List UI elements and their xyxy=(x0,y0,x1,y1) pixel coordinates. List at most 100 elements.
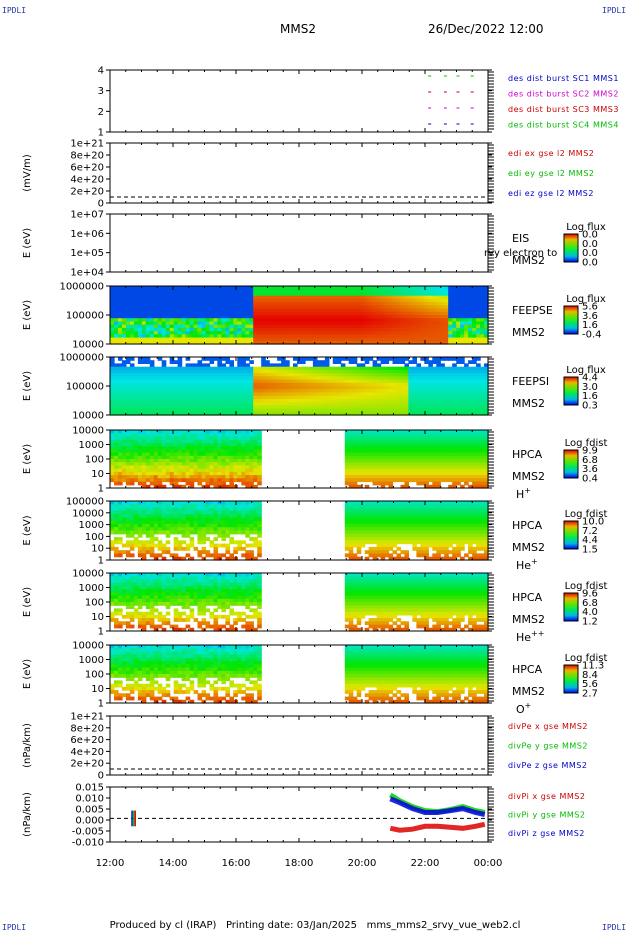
heatmap-cell xyxy=(420,302,425,306)
y-tick-label-burst: 4 xyxy=(98,66,104,77)
heatmap-cell xyxy=(440,340,445,345)
heatmap-cell xyxy=(404,376,409,381)
heatmap-cell xyxy=(396,468,402,473)
heatmap-cell xyxy=(229,465,234,470)
heatmap-cell xyxy=(133,337,139,342)
heatmap-cell xyxy=(193,452,199,457)
heatmap-cell xyxy=(400,324,406,329)
heatmap-cell xyxy=(165,308,171,313)
heatmap-cell xyxy=(380,468,386,473)
heatmap-cell xyxy=(165,289,171,293)
heatmap-cell xyxy=(348,369,354,374)
heatmap-cell xyxy=(356,292,362,297)
heatmap-cell xyxy=(129,402,135,406)
heatmap-cell xyxy=(412,298,417,303)
heatmap-cell xyxy=(129,318,135,322)
heatmap-cell xyxy=(372,395,378,400)
heatmap-cell xyxy=(121,334,127,339)
heatmap-cell xyxy=(308,357,314,361)
heatmap-cell xyxy=(133,311,139,316)
heatmap-cell xyxy=(281,389,286,393)
heatmap-cell xyxy=(408,408,413,413)
heatmap-cell xyxy=(468,475,473,479)
colorbar-tick-label-eis: 0.0 xyxy=(582,230,598,241)
heatmap-cell xyxy=(217,366,222,371)
heatmap-cell xyxy=(384,392,390,397)
heatmap-cell xyxy=(392,462,398,466)
heatmap-cell xyxy=(177,433,183,437)
heatmap-cell xyxy=(340,376,346,381)
heatmap-cell xyxy=(185,295,191,300)
heatmap-cell xyxy=(121,318,127,322)
heatmap-cell xyxy=(320,305,326,310)
heatmap-cell xyxy=(448,324,453,329)
heatmap-cell xyxy=(344,298,350,303)
heatmap-cell xyxy=(312,389,318,393)
heatmap-cell xyxy=(404,465,409,470)
heatmap-cell xyxy=(185,478,191,483)
heatmap-cell xyxy=(153,462,159,466)
heatmap-cell xyxy=(301,392,306,397)
heatmap-cell xyxy=(213,433,219,437)
heatmap-cell xyxy=(464,292,469,297)
heatmap-cell xyxy=(253,389,258,393)
heatmap-cell xyxy=(424,436,429,441)
heatmap-cell xyxy=(145,471,151,476)
heatmap-cell xyxy=(420,331,425,335)
heatmap-cell xyxy=(452,484,457,489)
heatmap-cell xyxy=(229,446,234,450)
heatmap-cell xyxy=(340,334,346,339)
heatmap-cell xyxy=(416,382,421,387)
heatmap-cell xyxy=(348,334,354,339)
heatmap-cell xyxy=(480,369,485,374)
heatmap-cell xyxy=(225,311,230,316)
heatmap-cell xyxy=(356,462,362,466)
heatmap-cell xyxy=(480,379,485,384)
heatmap-cell xyxy=(344,395,350,400)
heatmap-cell xyxy=(372,475,378,479)
heatmap-cell xyxy=(484,292,489,297)
heatmap-cell xyxy=(217,449,222,454)
heatmap-cell xyxy=(404,295,409,300)
heatmap-cell xyxy=(189,436,195,441)
heatmap-cell xyxy=(380,436,386,441)
heatmap-cell xyxy=(436,315,441,319)
heatmap-cell xyxy=(308,321,314,326)
heatmap-cell xyxy=(161,430,167,434)
heatmap-cell xyxy=(400,379,406,384)
heatmap-cell xyxy=(452,340,457,345)
colorbar-tick-label-eis: 0.0 xyxy=(582,248,598,259)
heatmap-cell xyxy=(352,395,358,400)
heatmap-cell xyxy=(400,315,406,319)
heatmap-cell xyxy=(297,311,302,316)
heatmap-cell xyxy=(372,340,378,345)
heatmap-cell xyxy=(293,315,298,319)
instrument-label-feepse: FEEPSE xyxy=(512,304,553,317)
heatmap-cell xyxy=(428,295,433,300)
heatmap-cell xyxy=(392,449,398,454)
heatmap-cell xyxy=(265,379,270,384)
heatmap-cell xyxy=(213,305,219,310)
heatmap-cell xyxy=(380,402,386,406)
heatmap-cell xyxy=(161,311,167,316)
heatmap-cell xyxy=(364,484,370,489)
heatmap-cell xyxy=(165,302,171,306)
heatmap-cell xyxy=(368,324,374,329)
heatmap-cell xyxy=(110,405,115,410)
heatmap-cell xyxy=(249,298,254,303)
heatmap-cell xyxy=(261,315,266,319)
heatmap-cell xyxy=(245,373,250,377)
heatmap-cell xyxy=(460,295,465,300)
heatmap-cell xyxy=(245,382,250,387)
heatmap-cell xyxy=(269,340,274,345)
heatmap-cell xyxy=(189,389,195,393)
heatmap-cell xyxy=(253,337,258,342)
heatmap-cell xyxy=(293,363,298,368)
heatmap-cell xyxy=(408,292,413,297)
heatmap-cell xyxy=(141,481,147,486)
heatmap-cell xyxy=(320,398,326,403)
heatmap-cell xyxy=(340,363,346,368)
heatmap-cell xyxy=(328,389,334,393)
heatmap-cell xyxy=(237,475,242,479)
